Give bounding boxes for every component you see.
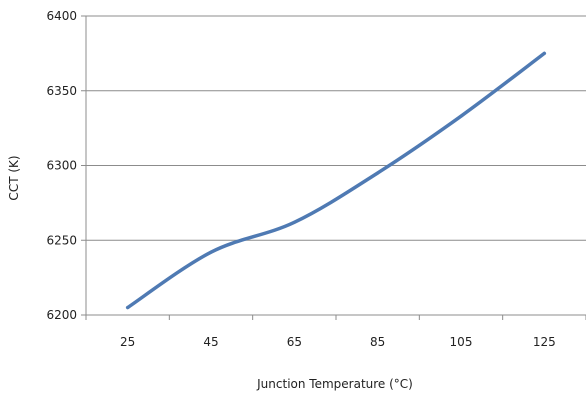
y-tick-label: 6400	[46, 9, 77, 23]
x-tick-label: 65	[287, 335, 302, 349]
y-tick-labels: 6200 6250 6300 6350 6400	[46, 9, 77, 322]
data-point	[542, 51, 546, 55]
x-tick-label: 45	[203, 335, 218, 349]
data-point	[459, 114, 463, 118]
y-tick-label: 6300	[46, 159, 77, 173]
y-tick-label: 6350	[46, 84, 77, 98]
x-tick-label: 125	[533, 335, 556, 349]
data-point	[376, 171, 380, 175]
data-point	[209, 250, 213, 254]
data-point	[126, 306, 130, 310]
data-point	[292, 220, 296, 224]
x-tick-labels: 25 45 65 85 105 125	[120, 335, 556, 349]
series	[125, 51, 547, 310]
series-line	[125, 51, 547, 310]
y-axis-title: CCT (K)	[7, 155, 21, 200]
gridlines	[86, 15, 586, 241]
y-tick-label: 6250	[46, 233, 77, 247]
x-tick-label: 85	[370, 335, 385, 349]
x-axis-title: Junction Temperature (°C)	[256, 377, 413, 391]
x-tick-label: 25	[120, 335, 135, 349]
axes	[81, 15, 586, 320]
x-tick-label: 105	[450, 335, 473, 349]
y-tick-label: 6200	[46, 308, 77, 322]
